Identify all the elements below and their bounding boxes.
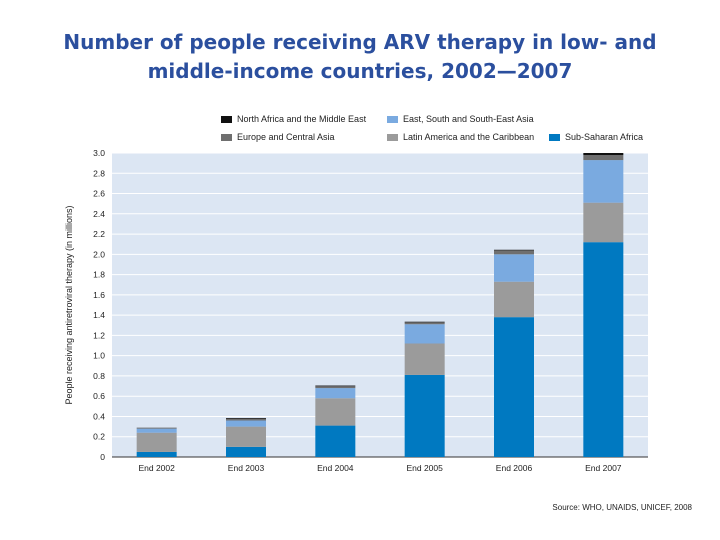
bar-segment bbox=[583, 160, 624, 203]
y-tick-label: 3.0 bbox=[93, 148, 105, 158]
chart-title: Number of people receiving ARV therapy i… bbox=[0, 28, 720, 86]
y-tick-label: 2.2 bbox=[93, 229, 105, 239]
y-tick-label: 0.8 bbox=[93, 371, 105, 381]
bar-segment bbox=[226, 417, 266, 419]
legend-swatch bbox=[221, 115, 232, 123]
bar-segment bbox=[315, 386, 356, 389]
y-tick-label: 2.0 bbox=[93, 249, 105, 259]
x-tick-label: End 2007 bbox=[585, 463, 622, 473]
y-tick-label: 2.4 bbox=[93, 209, 105, 219]
bar-segment bbox=[494, 281, 534, 318]
bar-segment bbox=[404, 343, 445, 375]
legend-swatch bbox=[549, 133, 560, 141]
bar-segment bbox=[226, 426, 266, 447]
x-tick-label: End 2002 bbox=[138, 463, 175, 473]
y-tick-label: 0.4 bbox=[93, 411, 105, 421]
chart-title-line-2: middle-income countries, 2002—2007 bbox=[147, 59, 573, 83]
bar-segment bbox=[494, 249, 534, 251]
y-tick-label: 2.8 bbox=[93, 168, 105, 178]
chart-legend: North Africa and the Middle East East, S… bbox=[0, 0, 720, 150]
bar-segment bbox=[136, 427, 177, 429]
x-tick-label: End 2006 bbox=[496, 463, 533, 473]
legend-item-latin-america-caribbean: Latin America and the Caribbean bbox=[387, 132, 534, 142]
y-tick-label: 0 bbox=[100, 452, 105, 462]
bar-segment bbox=[315, 398, 356, 426]
y-tick-label: 0.2 bbox=[93, 432, 105, 442]
legend-item-sub-saharan-africa: Sub-Saharan Africa bbox=[549, 132, 643, 142]
bar-segment bbox=[136, 451, 177, 457]
y-tick-label: 1.6 bbox=[93, 290, 105, 300]
bar-segment bbox=[404, 321, 445, 323]
bar-segment bbox=[583, 155, 624, 161]
y-tick-label: 1.0 bbox=[93, 351, 105, 361]
bar-segment bbox=[494, 254, 534, 282]
bar-segment bbox=[315, 388, 356, 399]
x-tick-label: End 2005 bbox=[406, 463, 443, 473]
bar-segment bbox=[583, 153, 624, 156]
bar-segment bbox=[404, 374, 445, 457]
legend-swatch bbox=[387, 133, 398, 141]
bar-segment bbox=[494, 250, 534, 255]
y-tick-label: 2.6 bbox=[93, 189, 105, 199]
bar-segment bbox=[583, 242, 624, 457]
y-tick-label: 1.8 bbox=[93, 270, 105, 280]
bar-segment bbox=[583, 202, 624, 243]
plot-area bbox=[112, 153, 648, 457]
source-note: Source: WHO, UNAIDS, UNICEF, 2008 bbox=[552, 503, 692, 512]
bar-segment bbox=[226, 418, 266, 421]
legend-label: North Africa and the Middle East bbox=[237, 114, 367, 124]
legend-item-europe-central-asia: Europe and Central Asia bbox=[221, 132, 335, 142]
legend-label: Latin America and the Caribbean bbox=[403, 132, 535, 142]
bar-segment bbox=[404, 322, 445, 325]
x-tick-label: End 2004 bbox=[317, 463, 354, 473]
bar-segment bbox=[226, 446, 266, 457]
bar-segment bbox=[226, 420, 266, 427]
bar-segment bbox=[136, 432, 177, 452]
legend-label: Sub-Saharan Africa bbox=[565, 132, 644, 142]
legend-item-north-africa-middle-east: North Africa and the Middle East bbox=[221, 114, 366, 124]
x-tick-label: End 2003 bbox=[228, 463, 265, 473]
y-tick-label: 1.2 bbox=[93, 330, 105, 340]
bar-segment bbox=[315, 425, 356, 457]
legend-label: Europe and Central Asia bbox=[237, 132, 335, 142]
y-axis-label: People receiving antiretroviral therapy … bbox=[64, 205, 74, 404]
y-tick-label: 1.4 bbox=[93, 310, 105, 320]
chart-title-line-1: Number of people receiving ARV therapy i… bbox=[63, 30, 657, 54]
legend-swatch bbox=[387, 115, 398, 123]
bar-segment bbox=[404, 324, 445, 344]
legend-swatch bbox=[221, 133, 232, 141]
bar-segment bbox=[494, 317, 534, 457]
bar-segment bbox=[315, 385, 356, 387]
y-tick-label: 0.6 bbox=[93, 391, 105, 401]
legend-item-east-south-southeast-asia: East, South and South-East Asia bbox=[387, 114, 534, 124]
bar-segment bbox=[136, 428, 177, 433]
legend-label: East, South and South-East Asia bbox=[403, 114, 534, 124]
